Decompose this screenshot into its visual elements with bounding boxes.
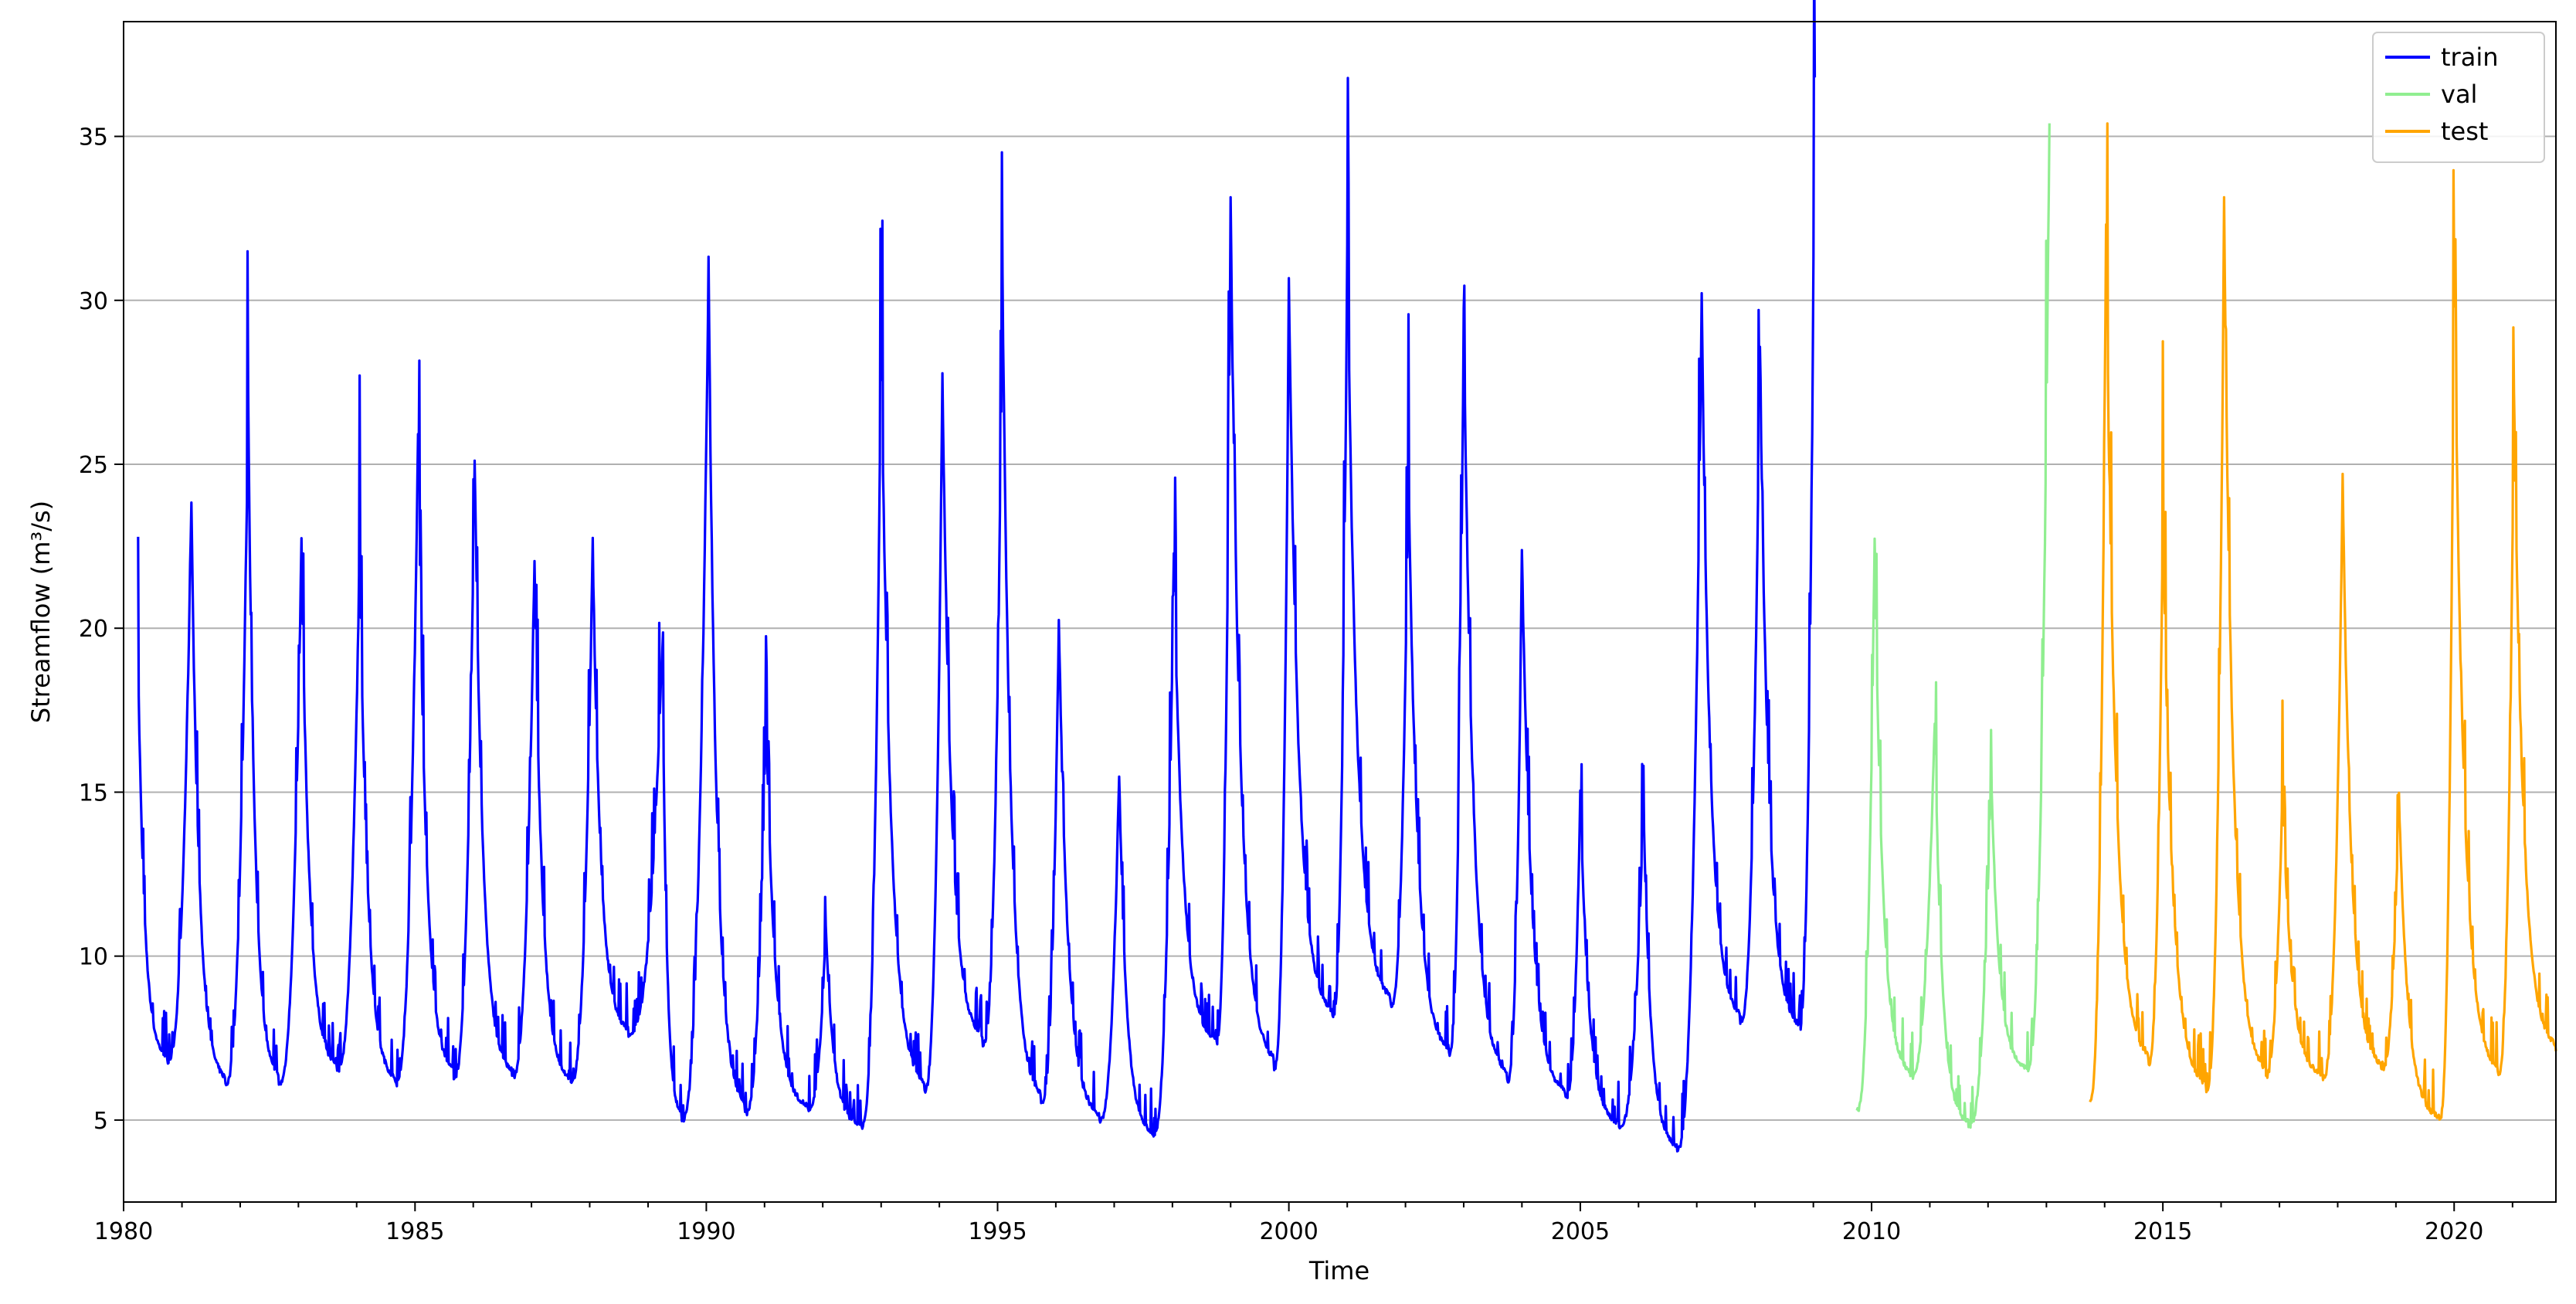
x-tick-label: 2020 xyxy=(2425,1218,2483,1245)
y-axis-label: Streamflow (m³/s) xyxy=(26,501,56,723)
legend-label-train: train xyxy=(2441,42,2498,72)
y-tick-label: 10 xyxy=(79,944,108,971)
y-tick-label: 5 xyxy=(93,1108,108,1135)
plot-area-background xyxy=(124,22,2556,1202)
x-tick-label: 2010 xyxy=(1842,1218,1901,1245)
x-tick-label: 2005 xyxy=(1551,1218,1610,1245)
series-layer xyxy=(137,0,2557,1153)
y-tick-label: 35 xyxy=(79,124,108,151)
y-axis: 5 10 15 20 25 30 35 xyxy=(79,124,124,1135)
x-tick-label: 2000 xyxy=(1259,1218,1318,1245)
x-axis: 1980 1985 1990 1995 2000 2005 2010 2015 2020 xyxy=(94,1202,2513,1245)
series-line-train xyxy=(137,0,1817,1153)
x-axis-label: Time xyxy=(1308,1256,1369,1285)
legend-label-test: test xyxy=(2441,117,2488,146)
legend: train val test xyxy=(2372,32,2545,163)
series-line-val xyxy=(1855,123,2051,1129)
y-tick-label: 20 xyxy=(79,616,108,643)
y-tick-label: 25 xyxy=(79,452,108,479)
plot-frame xyxy=(123,21,2557,1203)
x-tick-label: 1985 xyxy=(385,1218,444,1245)
x-tick-label: 1990 xyxy=(677,1218,735,1245)
y-tick-label: 30 xyxy=(79,288,108,315)
x-tick-label: 2015 xyxy=(2133,1218,2192,1245)
x-tick-label: 1980 xyxy=(94,1218,153,1245)
x-tick-label: 1995 xyxy=(968,1218,1027,1245)
y-tick-label: 15 xyxy=(79,779,108,807)
series-line-test xyxy=(2089,122,2557,1121)
legend-label-val: val xyxy=(2441,80,2477,109)
